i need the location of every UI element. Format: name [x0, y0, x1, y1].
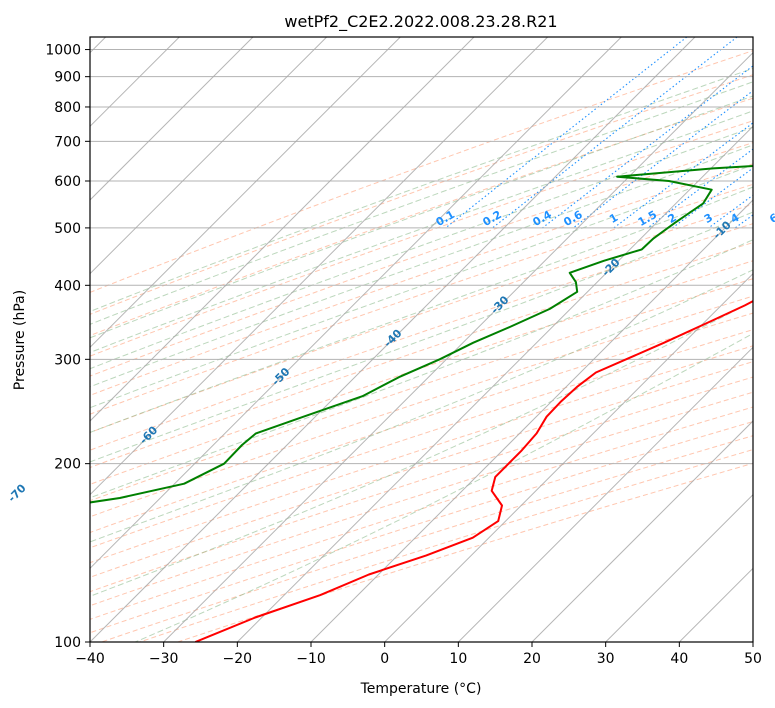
- plot-frame: [89, 36, 754, 643]
- isotherm-gridline: [310, 199, 753, 642]
- y-tick-label: 500: [54, 221, 81, 237]
- moist-adiabat: [90, 126, 753, 370]
- y-tick-label: 400: [54, 278, 81, 294]
- dry-adiabat: [90, 376, 753, 593]
- isotherm-gridline: [457, 346, 753, 642]
- isotherm-gridline: [90, 37, 401, 349]
- isotherm-gridline: [236, 125, 753, 642]
- dry-adiabat: [90, 278, 753, 502]
- mixing-ratio-line: [572, 90, 753, 229]
- dry-adiabat: [90, 142, 753, 377]
- y-tick-label: 900: [54, 70, 81, 86]
- x-tick-label: 40: [670, 651, 688, 667]
- profile-lines: [90, 164, 753, 642]
- mixing-ratio-label: 3: [702, 211, 715, 226]
- isotherm-gridline: [531, 420, 753, 642]
- isotherm-gridline: [90, 37, 549, 496]
- dewpoint-line: [90, 164, 753, 504]
- axes: −40 −30 −20 −10 0 10 20 30 40 50 100 200 300 400 500 60…: [45, 43, 762, 667]
- x-tick-label: 0: [380, 651, 389, 667]
- dry-adiabat: [101, 435, 753, 642]
- mixing-ratio-line: [492, 37, 738, 229]
- isotherm-gridline: [752, 641, 753, 642]
- dry-adiabat: [90, 312, 753, 534]
- dry-adiabat: [90, 120, 753, 357]
- y-tick-label: 200: [54, 457, 81, 473]
- dry-adiabat: [139, 449, 753, 642]
- isotherm-gridline: [90, 37, 328, 275]
- isotherm-gridline: [605, 493, 753, 642]
- dry-adiabat: [177, 462, 753, 642]
- isotherm-gridline: [90, 37, 622, 570]
- y-axis-title: Pressure (hPa): [12, 290, 28, 390]
- x-tick-label: 10: [449, 651, 467, 667]
- mixing-ratio-label: 1.5: [636, 208, 659, 229]
- dry-adiabat: [90, 361, 753, 578]
- x-tick-label: −40: [75, 651, 105, 667]
- dry-adiabat: [90, 223, 753, 451]
- y-tick-label: 1000: [45, 43, 81, 59]
- moist-adiabat: [90, 164, 753, 409]
- dry-adiabat: [90, 241, 753, 469]
- x-tick-label: −20: [223, 651, 253, 667]
- isotherm-gridline: [90, 37, 696, 642]
- moist-adiabat: [90, 67, 753, 313]
- mixing-ratio-label: 0.1: [434, 208, 457, 229]
- x-tick-label: −10: [296, 651, 326, 667]
- chart-title: wetPf2_C2E2.2022.008.23.28.R21: [284, 12, 557, 32]
- mixing-ratio-line: [613, 122, 753, 229]
- mixing-ratio-line: [542, 65, 753, 229]
- isopleth-labels: -100-90-80-70-60-50-40-30-20-10010203040…: [5, 208, 775, 505]
- y-tick-label: 600: [54, 174, 81, 190]
- mixing-ratio-label: 0.4: [531, 208, 555, 229]
- moist-adiabat: [90, 110, 753, 354]
- y-tick-label: 800: [54, 100, 81, 116]
- y-tick-label: 700: [54, 134, 81, 150]
- y-tick-label: 100: [54, 635, 81, 651]
- moist-adiabat: [90, 269, 753, 543]
- x-tick-label: 20: [523, 651, 541, 667]
- moist-adiabat: [90, 186, 753, 433]
- x-tick-label: −30: [149, 651, 179, 667]
- moist-adiabat: [90, 300, 753, 597]
- x-tick-label: 30: [597, 651, 615, 667]
- dry-adiabat: [90, 329, 753, 549]
- x-tick-label: 50: [744, 651, 762, 667]
- mixing-ratio-line: [734, 214, 753, 229]
- isotherm-gridline: [384, 272, 753, 642]
- isotherm-gridline: [90, 37, 254, 201]
- background-lines: [90, 37, 753, 642]
- x-axis-title: Temperature (°C): [360, 681, 482, 697]
- moist-adiabat: [90, 95, 753, 339]
- dry-adiabat: [90, 203, 753, 433]
- mixing-ratio-label: 1: [607, 211, 620, 226]
- mixing-ratio-line: [672, 167, 753, 229]
- isotherm-label: -30: [488, 293, 511, 316]
- isotherm-gridline: [678, 567, 753, 642]
- isotherm-gridline: [90, 37, 475, 422]
- mixing-ratio-label: 6: [767, 211, 775, 226]
- moist-adiabat: [90, 211, 753, 463]
- dry-adiabat: [90, 345, 753, 564]
- isotherm-label: -70: [5, 481, 28, 504]
- moist-adiabat: [90, 81, 753, 325]
- moist-adiabat: [135, 332, 753, 642]
- y-tick-label: 300: [54, 352, 81, 368]
- dry-adiabat: [90, 183, 753, 415]
- isotherm-gridline: [163, 51, 753, 642]
- temperature-line: [194, 300, 753, 642]
